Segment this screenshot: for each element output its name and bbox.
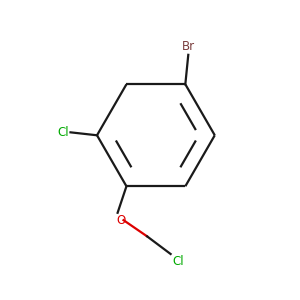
Text: Br: Br <box>182 40 195 53</box>
Text: Cl: Cl <box>57 126 69 139</box>
Text: O: O <box>116 214 125 227</box>
Text: Cl: Cl <box>172 256 184 268</box>
